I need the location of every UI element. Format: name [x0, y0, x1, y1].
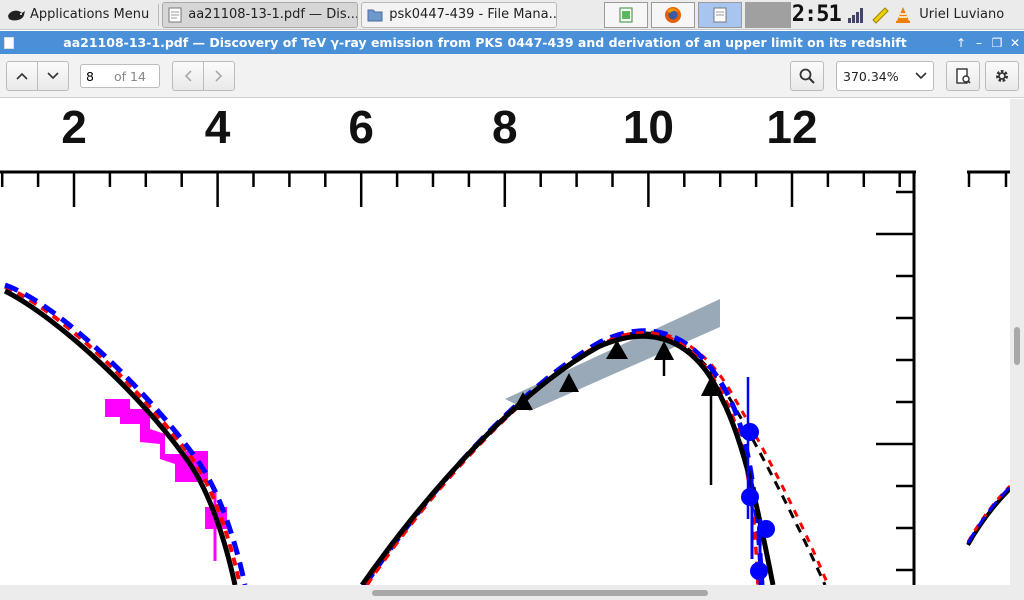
series-dashed-red-right [363, 330, 830, 585]
zoom-value: 370.34% [843, 68, 899, 84]
chevron-left-icon [184, 70, 192, 82]
document-properties-icon [956, 68, 971, 84]
sed-chart: 2 4 6 8 10 12 [0, 101, 1010, 585]
window-menu-icon[interactable] [0, 36, 18, 49]
window-titlebar[interactable]: aa21108-13-1.pdf — Discovery of TeV γ-ra… [0, 31, 1024, 54]
chevron-down-icon [47, 72, 59, 80]
vertical-scroll-thumb[interactable] [1014, 327, 1020, 365]
panel-separator [158, 3, 160, 26]
minimize-icon[interactable]: – [976, 35, 982, 50]
applications-menu-button[interactable]: Applications Menu [0, 0, 155, 30]
taskbar-item-label: aa21108-13-1.pdf — Dis... [188, 7, 359, 22]
optical-data-region [105, 399, 208, 482]
series-solid-black-left [3, 288, 238, 585]
user-name[interactable]: Uriel Luviano [919, 7, 1005, 22]
page-total: of 14 [114, 68, 146, 84]
folder-icon [367, 9, 383, 21]
hess-point [750, 562, 768, 580]
horizontal-scrollbar[interactable] [0, 585, 1010, 600]
history-back-button[interactable] [172, 61, 204, 91]
panel-clock[interactable]: 2:51 [791, 2, 842, 27]
fermi-triangle [701, 376, 721, 396]
system-tray [847, 6, 911, 24]
xfce-mouse-icon [8, 10, 25, 20]
settings-button[interactable] [985, 61, 1019, 91]
gear-icon [996, 70, 1008, 82]
vertical-scrollbar[interactable] [1010, 99, 1024, 585]
page-number-field[interactable]: 8 of 14 [80, 64, 160, 88]
fermi-triangle [654, 341, 674, 360]
applications-menu-label: Applications Menu [30, 7, 150, 22]
next-page-curve-blue [966, 485, 1010, 544]
workspace-switcher[interactable] [745, 1, 792, 28]
current-page[interactable]: 8 [86, 68, 94, 84]
document-icon [713, 7, 727, 22]
x-tick-label: 2 [61, 101, 87, 153]
viewer-toolbar: 8 of 14 370.34% [0, 54, 1024, 98]
maximize-icon[interactable]: ❐ [991, 35, 1003, 50]
top-panel: Applications Menu aa21108-13-1.pdf — Dis… [0, 0, 1024, 30]
search-button[interactable] [790, 61, 824, 91]
fermi-triangle [513, 392, 533, 410]
taskbar-item-label: psk0447-439 - File Mana... [389, 7, 558, 22]
spreadsheet-icon [619, 7, 633, 22]
window-title: aa21108-13-1.pdf — Discovery of TeV γ-ra… [63, 35, 907, 50]
document-view[interactable]: 2 4 6 8 10 12 [0, 99, 1010, 585]
search-icon [799, 68, 815, 84]
page-gap [918, 99, 966, 585]
taskbar-item-file-manager[interactable]: psk0447-439 - File Mana... [361, 1, 558, 28]
document-icon [168, 7, 182, 22]
zoom-select[interactable]: 370.34% [836, 61, 934, 91]
close-icon[interactable]: ✕ [1009, 35, 1021, 50]
chevron-right-icon [215, 70, 223, 82]
x-tick-label: 8 [492, 101, 518, 153]
x-tick-label: 10 [623, 101, 674, 153]
network-signal-icon[interactable] [847, 6, 865, 24]
firefox-icon [665, 6, 682, 23]
vlc-icon[interactable] [895, 6, 911, 24]
x-tick-label: 4 [205, 101, 231, 153]
previous-page-button[interactable] [6, 61, 38, 91]
chevron-up-icon [16, 72, 28, 80]
keep-above-icon[interactable]: ↑ [955, 35, 967, 50]
spreadsheet-launcher[interactable] [604, 1, 649, 28]
chevron-down-icon [915, 72, 927, 80]
next-page-curve [966, 487, 1010, 546]
history-forward-button[interactable] [203, 61, 235, 91]
horizontal-scroll-thumb[interactable] [372, 590, 708, 596]
notes-icon[interactable] [871, 6, 889, 24]
series-dashed-blue-left [4, 282, 248, 585]
fermi-triangle [559, 373, 579, 392]
scrollbar-corner [1010, 585, 1024, 600]
next-page-button[interactable] [37, 61, 69, 91]
series-dashed-blue-right [362, 328, 765, 585]
hess-point [741, 488, 759, 506]
taskbar-item-document-viewer[interactable]: aa21108-13-1.pdf — Dis... [162, 1, 359, 28]
x-tick-label: 6 [348, 101, 374, 153]
document-properties-button[interactable] [946, 61, 980, 91]
firefox-launcher[interactable] [651, 1, 696, 28]
fermi-triangle [606, 340, 628, 359]
hess-point [741, 423, 759, 441]
document-viewer-launcher[interactable] [698, 1, 743, 28]
hess-point [757, 520, 775, 538]
series-dashed-red-left [4, 285, 242, 585]
x-tick-label: 12 [766, 101, 817, 153]
